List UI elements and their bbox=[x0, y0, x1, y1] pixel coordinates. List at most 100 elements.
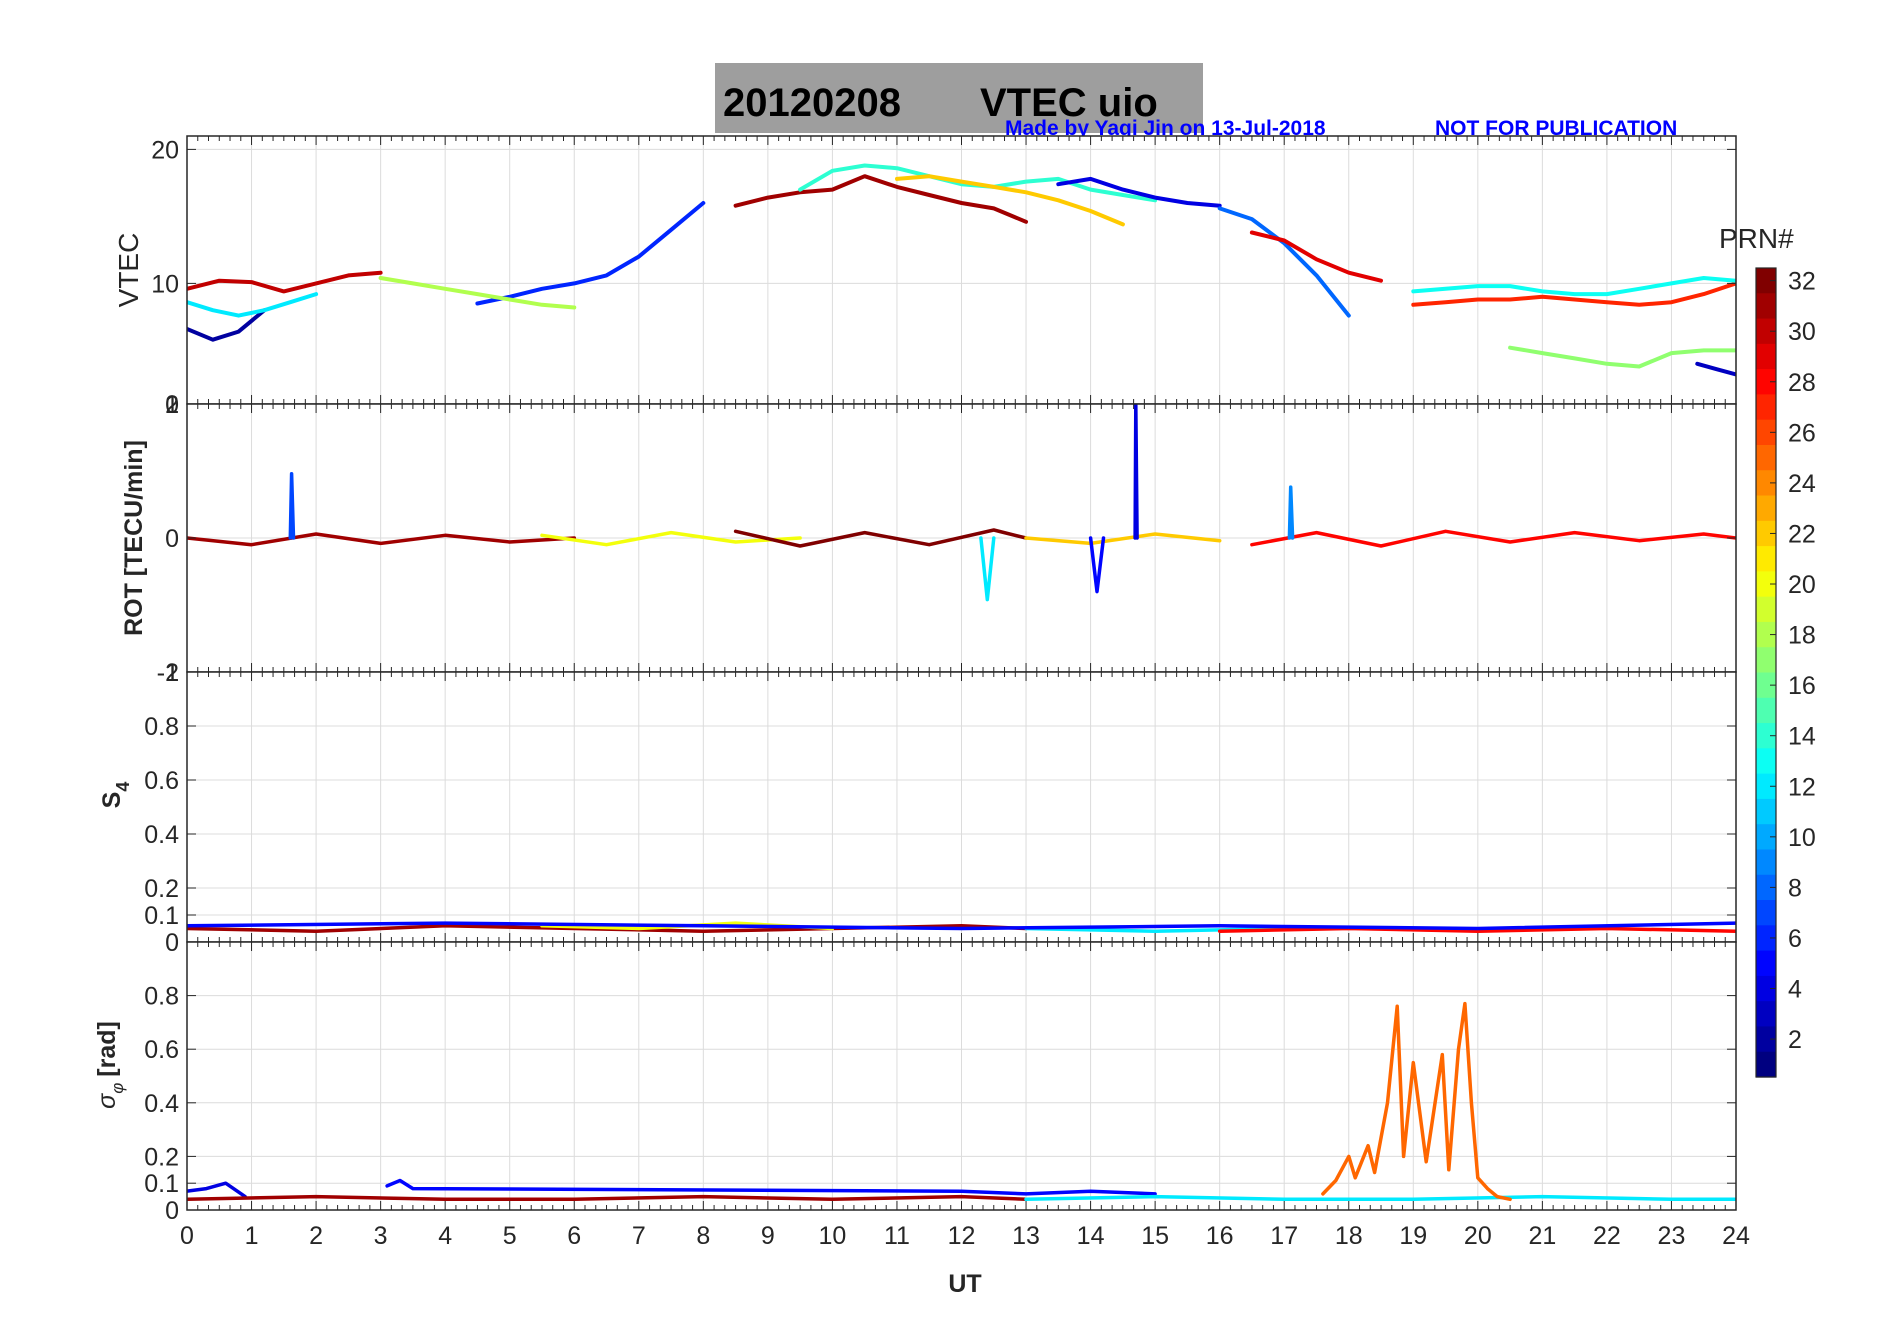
y-tick-label-extra: 2 bbox=[165, 391, 179, 419]
series-line-prn-4 bbox=[1133, 404, 1139, 540]
sigma-ylabel-main: σ bbox=[93, 1093, 121, 1109]
x-tick-label: 19 bbox=[1399, 1222, 1427, 1250]
colorbar-tick-label: 18 bbox=[1788, 622, 1816, 650]
y-tick-label-extra: -2 bbox=[157, 659, 179, 687]
series-line-prn-5 bbox=[385, 1178, 1157, 1196]
colorbar-swatch bbox=[1756, 495, 1776, 522]
y-tick-label: 0.8 bbox=[144, 713, 179, 741]
x-tick-label: 23 bbox=[1658, 1222, 1686, 1250]
x-tick-label: 7 bbox=[632, 1222, 646, 1250]
colorbar-swatch bbox=[1756, 369, 1776, 396]
x-tick-label: 9 bbox=[761, 1222, 775, 1250]
series-line-prn-20 bbox=[540, 530, 802, 547]
x-tick-label: 16 bbox=[1206, 1222, 1234, 1250]
y-tick-label: 0.4 bbox=[144, 1090, 179, 1118]
s4-ylabel-main: S bbox=[98, 792, 126, 809]
colorbar-frame bbox=[1755, 267, 1777, 1078]
series-line-prn-12 bbox=[1024, 1194, 1736, 1202]
colorbar-swatch bbox=[1756, 1051, 1776, 1078]
colorbar-tick-label: 26 bbox=[1788, 419, 1816, 447]
colorbar-swatch bbox=[1756, 621, 1776, 648]
colorbar-tick-label: 16 bbox=[1788, 672, 1816, 700]
series-line-prn-32 bbox=[733, 528, 1028, 548]
series-line-prn-4 bbox=[1056, 176, 1222, 208]
series-line-prn-12 bbox=[979, 536, 996, 602]
series-line-prn-29 bbox=[1249, 230, 1383, 283]
svg-text:S4: S4 bbox=[98, 782, 133, 809]
title-label: VTEC uio bbox=[980, 81, 1158, 125]
x-tick-label: 15 bbox=[1141, 1222, 1169, 1250]
series-line-prn-9 bbox=[1287, 485, 1295, 540]
x-tick-label: 24 bbox=[1722, 1222, 1750, 1250]
colorbar-tick-label: 24 bbox=[1788, 470, 1816, 498]
x-tick-label: 22 bbox=[1593, 1222, 1621, 1250]
series-line-prn-2 bbox=[187, 308, 267, 342]
sigma-ylabel-unit: [rad] bbox=[93, 1021, 121, 1077]
colorbar-tick-label: 2 bbox=[1788, 1026, 1802, 1054]
series-line-prn-30 bbox=[187, 270, 383, 294]
colorbar-swatch bbox=[1756, 697, 1776, 724]
colorbar-tick-label: 8 bbox=[1788, 874, 1802, 902]
x-tick-label: 13 bbox=[1012, 1222, 1040, 1250]
series-group bbox=[187, 163, 1736, 377]
y-tick-label: 0 bbox=[165, 525, 179, 553]
x-tick-label: 0 bbox=[180, 1222, 194, 1250]
colorbar-swatch bbox=[1756, 748, 1776, 775]
x-axis-label: UT bbox=[948, 1270, 981, 1298]
colorbar-swatch bbox=[1756, 470, 1776, 497]
series-line-prn-27 bbox=[1411, 281, 1736, 307]
x-tick-label: 18 bbox=[1335, 1222, 1363, 1250]
y-tick-label: 0 bbox=[165, 929, 179, 957]
colorbar-tick-label: 22 bbox=[1788, 520, 1816, 548]
colorbar-swatch bbox=[1756, 444, 1776, 471]
colorbar-swatch bbox=[1756, 874, 1776, 901]
title-box bbox=[715, 63, 1203, 133]
colorbar-swatch bbox=[1756, 520, 1776, 547]
series-line-prn-22 bbox=[895, 174, 1125, 227]
rot-ylabel: ROT [TECU/min] bbox=[120, 440, 148, 636]
panel-s4: 00.10.2 0.4 0.6 0.8 1 bbox=[144, 659, 1737, 957]
series-line-prn-28 bbox=[1250, 529, 1736, 548]
x-tick-label: 5 bbox=[503, 1222, 517, 1250]
sigma-ylabel: σφ [rad] bbox=[93, 1021, 127, 1109]
colorbar-swatch bbox=[1756, 950, 1776, 977]
colorbar-swatch bbox=[1756, 343, 1776, 370]
vtec-ylabel: VTEC bbox=[113, 233, 144, 308]
y-tick-label: 0.6 bbox=[144, 767, 179, 795]
series-group bbox=[187, 1001, 1736, 1202]
series-line-prn-18 bbox=[378, 276, 577, 310]
colorbar-swatch bbox=[1756, 647, 1776, 674]
x-tick-label: 6 bbox=[567, 1222, 581, 1250]
y-tick-label: 0.2 bbox=[144, 875, 179, 903]
s4-ylabel-sub: 4 bbox=[113, 782, 133, 792]
colorbar-swatch bbox=[1756, 975, 1776, 1002]
x-tick-label: 17 bbox=[1270, 1222, 1298, 1250]
series-group bbox=[187, 404, 1736, 602]
y-tick-label: 0 bbox=[165, 1197, 179, 1225]
colorbar-swatch bbox=[1756, 798, 1776, 825]
series-line-prn-17 bbox=[1508, 345, 1736, 369]
series-line-prn-25 bbox=[1321, 1001, 1512, 1202]
x-tick-label: 11 bbox=[884, 1222, 910, 1250]
colorbar-swatch bbox=[1756, 546, 1776, 572]
series-group bbox=[187, 921, 1736, 933]
x-tick-label: 21 bbox=[1528, 1222, 1556, 1250]
colorbar-swatch bbox=[1756, 900, 1776, 926]
sigma-ylabel-sub: φ bbox=[108, 1083, 127, 1094]
colorbar-swatch bbox=[1756, 1026, 1776, 1053]
series-line-prn-12 bbox=[187, 292, 319, 318]
series-line-prn-6 bbox=[475, 201, 706, 306]
series-line-prn-4 bbox=[187, 1181, 247, 1199]
colorbar-tick-label: 30 bbox=[1788, 318, 1816, 346]
series-line-prn-28 bbox=[1217, 926, 1736, 933]
series-line-prn-7 bbox=[288, 471, 296, 540]
colorbar-swatch bbox=[1756, 571, 1776, 598]
colorbar-swatch bbox=[1756, 394, 1776, 421]
colorbar-tick-label: 10 bbox=[1788, 824, 1816, 852]
series-line-prn-5 bbox=[187, 921, 1736, 931]
panel-sigma-phi: 00.10.20.40.60.80 1 2 3 4 5 6 7 8 9 10 11 12 13 14 15 16… bbox=[144, 941, 1750, 1250]
series-line-prn-22 bbox=[1024, 532, 1222, 546]
y-tick-label: 0.6 bbox=[144, 1036, 179, 1064]
